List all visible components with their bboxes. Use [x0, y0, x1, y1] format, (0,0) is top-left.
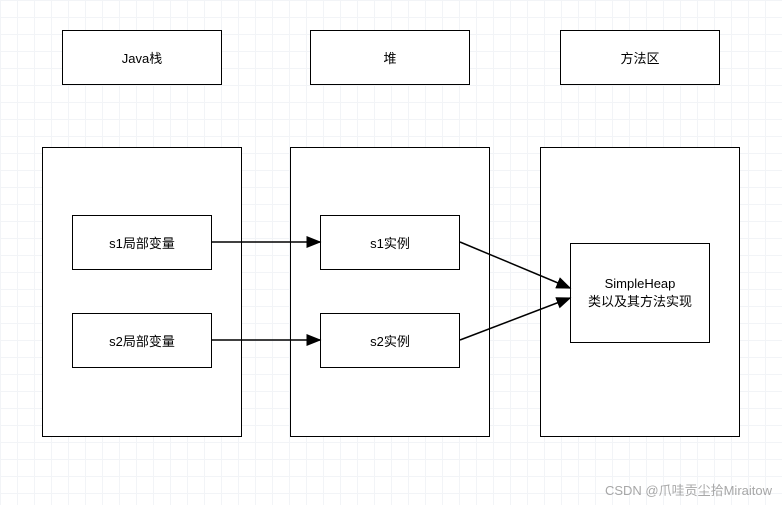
label: Java栈 — [122, 48, 162, 67]
header-method-area: 方法区 — [560, 30, 720, 85]
label: 堆 — [383, 48, 396, 67]
label: s1实例 — [370, 233, 410, 252]
s2-local-var: s2局部变量 — [72, 313, 212, 368]
header-heap: 堆 — [310, 30, 470, 85]
s2-instance: s2实例 — [320, 313, 460, 368]
label: s2局部变量 — [109, 331, 175, 350]
label: s1局部变量 — [109, 233, 175, 252]
s1-instance: s1实例 — [320, 215, 460, 270]
heap-container — [290, 147, 490, 437]
s1-local-var: s1局部变量 — [72, 215, 212, 270]
stack-container — [42, 147, 242, 437]
header-java-stack: Java栈 — [62, 30, 222, 85]
label: s2实例 — [370, 331, 410, 350]
label: 方法区 — [620, 48, 659, 67]
watermark: CSDN @爪哇贡尘拾Miraitow — [605, 480, 772, 499]
label: SimpleHeap 类以及其方法实现 — [588, 276, 692, 310]
simpleheap-class: SimpleHeap 类以及其方法实现 — [570, 243, 710, 343]
